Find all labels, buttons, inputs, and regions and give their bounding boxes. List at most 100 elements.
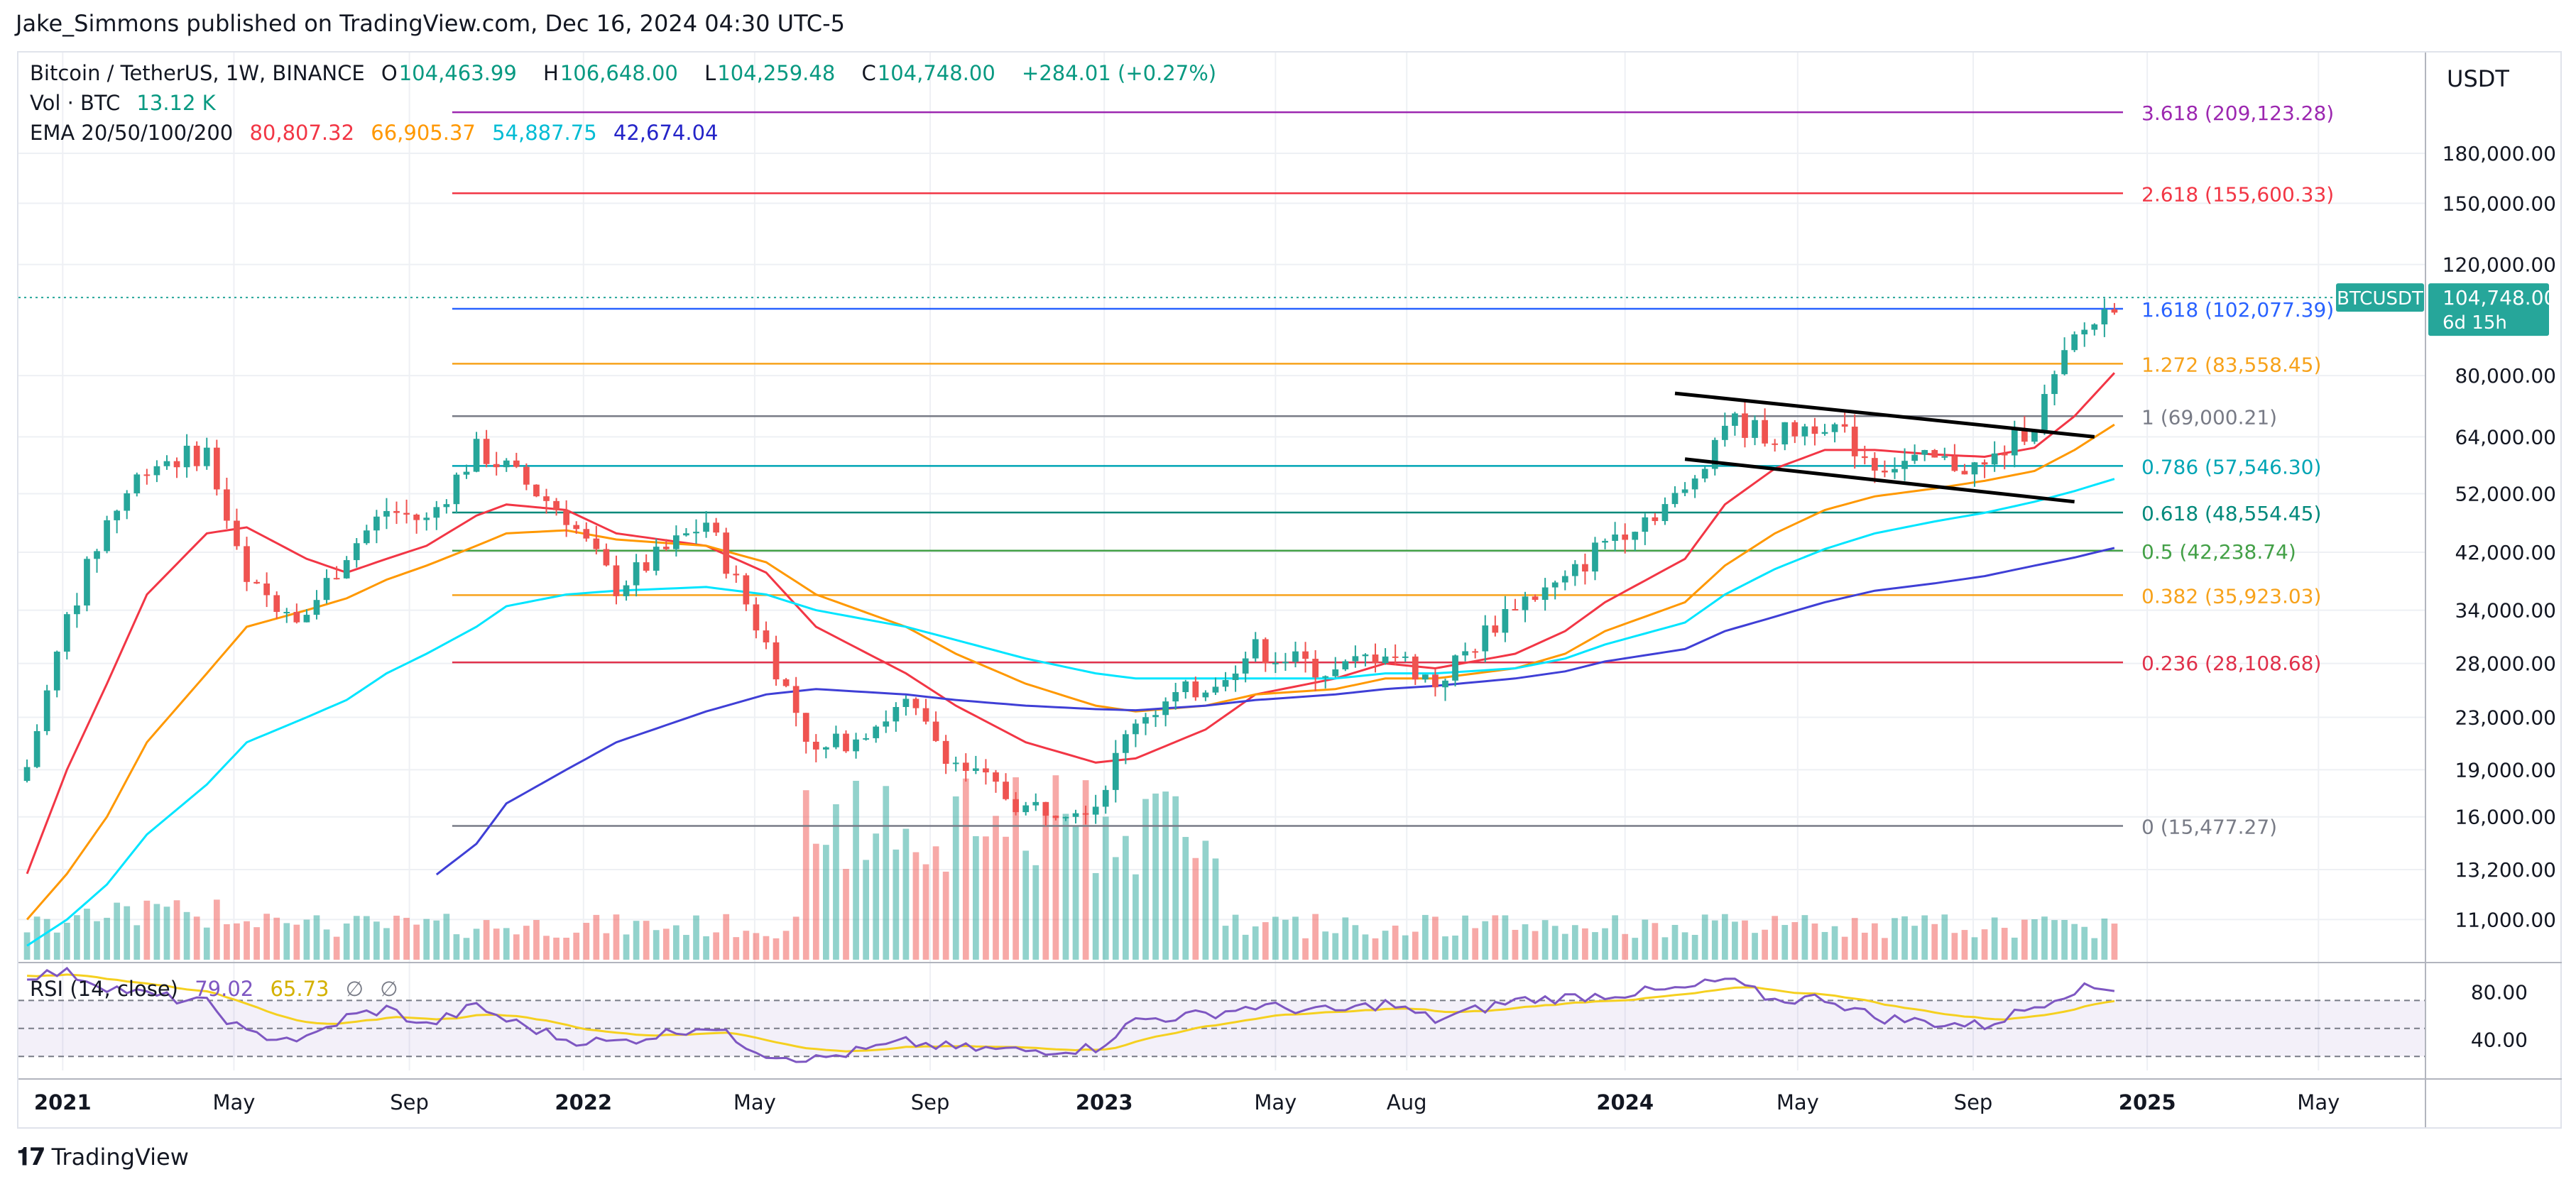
tradingview-footer[interactable]: 𝟏𝟳 TradingView	[17, 1143, 189, 1171]
candle-body	[1421, 674, 1429, 680]
volume-bar	[2091, 938, 2098, 960]
candle-body	[104, 520, 110, 552]
candle-body	[183, 445, 190, 468]
fib-label: 0.382 (35,923.03)	[2141, 584, 2321, 608]
volume-bar	[753, 933, 760, 960]
candle-body	[703, 522, 709, 532]
time-tick-label: May	[1254, 1090, 1297, 1114]
candle-body	[403, 513, 410, 515]
volume-bar	[1182, 837, 1189, 960]
candle-body	[912, 698, 919, 708]
chart-frame[interactable]	[17, 51, 2562, 1129]
price-tick-label: 19,000.00	[2455, 758, 2556, 782]
candle-body	[993, 772, 999, 782]
candle-body	[812, 741, 819, 750]
rsi-label: RSI (14, close)	[30, 977, 178, 1001]
volume-bar	[1192, 857, 1199, 960]
candle-body	[733, 574, 740, 576]
candle-body	[1642, 517, 1649, 532]
candle-body	[922, 708, 929, 722]
volume-bar	[1652, 923, 1659, 960]
volume-legend[interactable]: Vol · BTC 13.12 K	[30, 91, 226, 115]
volume-bar	[493, 928, 500, 960]
candle-body	[263, 583, 271, 596]
volume-bar	[403, 917, 410, 960]
volume-bar	[703, 936, 709, 960]
volume-bar	[353, 916, 360, 960]
candle-body	[353, 543, 360, 561]
volume-bar	[2001, 928, 2008, 960]
price-tick-label: 120,000.00	[2443, 253, 2556, 277]
volume-bar	[723, 914, 730, 960]
candle-body	[643, 562, 650, 571]
candle-body	[363, 530, 370, 544]
candle-body	[1102, 789, 1109, 807]
volume-bar	[2021, 919, 2028, 960]
volume-bar	[1571, 925, 1578, 960]
candle-body	[443, 504, 450, 508]
candle-body	[782, 679, 790, 686]
candle-body	[1472, 651, 1479, 653]
volume-bar	[873, 833, 880, 960]
rsi-legend[interactable]: RSI (14, close) 79.02 65.73 ∅ ∅	[30, 977, 408, 1001]
time-tick-label: 2023	[1076, 1090, 1133, 1114]
candle-body	[1232, 673, 1239, 681]
candle-body	[563, 510, 570, 525]
candle-body	[1502, 609, 1509, 633]
candle-body	[1032, 801, 1039, 806]
candle-body	[1042, 801, 1049, 816]
volume-bar	[1332, 933, 1339, 960]
volume-bar	[1122, 835, 1129, 960]
candle-body	[962, 762, 969, 771]
trendlines	[1674, 391, 2095, 504]
volume-bar	[273, 917, 280, 960]
volume-bar	[1961, 930, 1968, 960]
fib-label: 0.618 (48,554.45)	[2141, 502, 2321, 525]
candle-body	[283, 612, 290, 614]
candle-body	[1512, 609, 1519, 611]
candle-body	[713, 522, 719, 533]
volume-bar	[1162, 791, 1169, 960]
candle-body	[1951, 456, 1958, 471]
volume-bar	[1462, 915, 1468, 960]
volume-bar	[263, 914, 271, 960]
symbol-legend[interactable]: Bitcoin / TetherUS, 1W, BINANCE O104,463…	[30, 61, 1226, 85]
candle-body	[433, 507, 440, 518]
volume-bar	[1981, 929, 1988, 960]
candle-body	[1402, 656, 1409, 658]
candle-body	[163, 461, 170, 466]
volume-label: Vol · BTC	[30, 91, 121, 115]
candle-body	[613, 565, 620, 596]
candle-body	[1152, 715, 1159, 718]
candle-body	[883, 721, 890, 727]
rsi-ma-line	[27, 973, 2115, 1053]
volume-bar	[763, 936, 770, 960]
volume-bar	[203, 927, 210, 960]
volume-bar	[693, 915, 699, 960]
volume-bar	[1811, 923, 1818, 960]
candle-body	[1412, 656, 1419, 680]
candle-body	[393, 510, 400, 513]
candle-body	[1892, 469, 1898, 473]
candle-body	[473, 439, 480, 472]
candle-body	[1462, 651, 1468, 656]
candle-body	[983, 768, 989, 773]
time-tick-label: Sep	[911, 1090, 950, 1114]
volume-bar	[623, 934, 630, 960]
volume-bar	[373, 921, 380, 960]
volume-bars	[23, 775, 2118, 960]
candle-body	[1681, 489, 1688, 493]
volume-bar	[1602, 928, 1608, 960]
tradingview-wordmark: TradingView	[51, 1144, 189, 1171]
volume-bar	[782, 931, 790, 960]
volume-bar	[1582, 928, 1588, 960]
time-tick-label: May	[733, 1090, 776, 1114]
volume-bar	[812, 843, 819, 960]
candle-body	[1192, 681, 1199, 698]
ema-legend[interactable]: EMA 20/50/100/200 80,807.32 66,905.37 54…	[30, 121, 728, 145]
time-tick-label: May	[212, 1090, 255, 1114]
volume-bar	[283, 923, 290, 960]
volume-bar	[163, 906, 170, 960]
candle-body	[683, 533, 689, 536]
